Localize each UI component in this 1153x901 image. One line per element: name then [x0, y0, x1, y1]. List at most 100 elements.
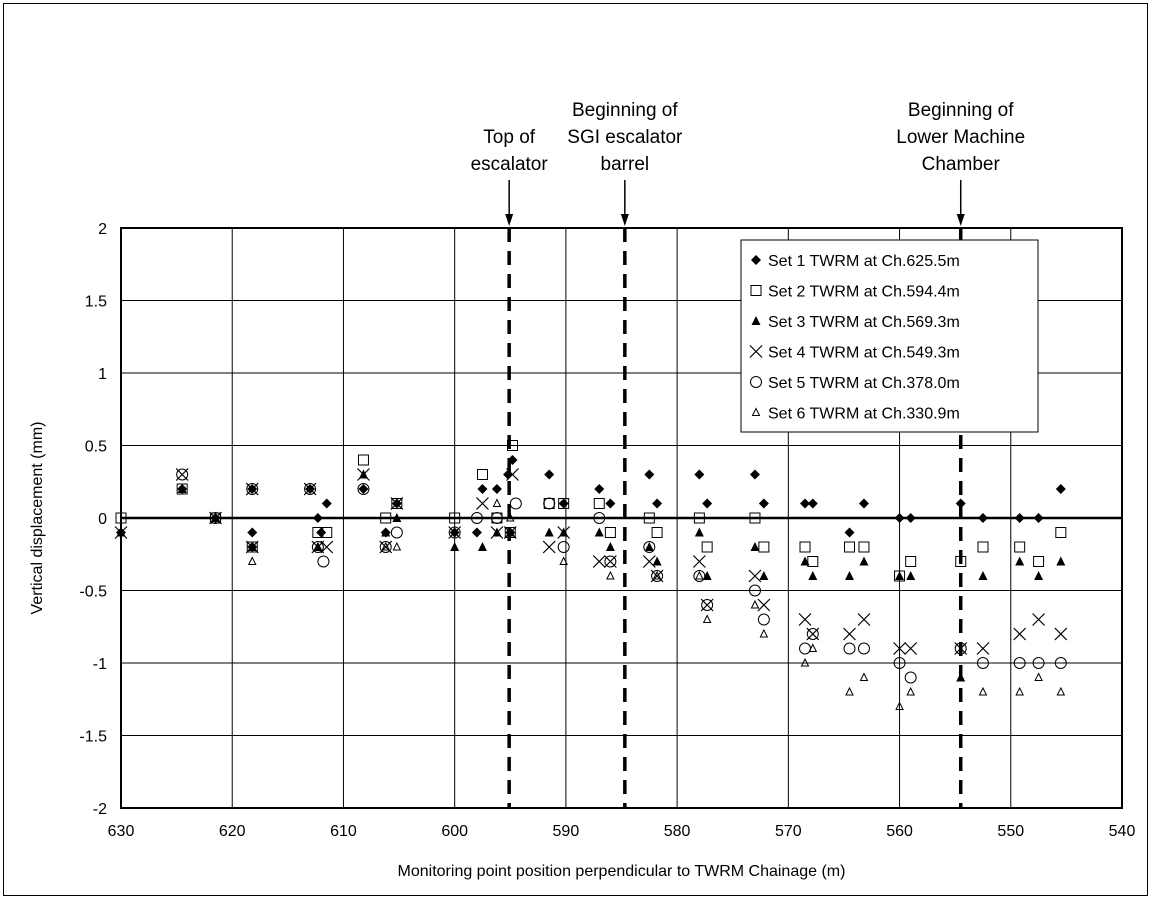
circle-marker	[379, 541, 392, 553]
circle-marker	[390, 526, 403, 539]
diamond-marker	[491, 484, 502, 494]
filled-triangle-marker	[605, 542, 615, 551]
circle-marker	[557, 541, 570, 553]
open-triangle-marker	[1034, 672, 1043, 681]
arrow-head	[620, 214, 629, 226]
circle-marker	[1032, 657, 1045, 669]
legend-label: Set 1 TWRM at Ch.625.5m	[768, 253, 960, 270]
diamond-marker	[312, 513, 323, 523]
square-marker	[380, 512, 392, 524]
legend-entry: Set 4 TWRM at Ch.549.3m	[749, 345, 960, 362]
legend-label: Set 4 TWRM at Ch.549.3m	[768, 345, 960, 362]
x-marker	[114, 526, 128, 539]
x-marker	[1013, 627, 1027, 641]
annotation-text: Top of	[483, 127, 535, 148]
open-triangle-marker	[505, 512, 515, 522]
filled-triangle-marker	[544, 527, 554, 537]
square-marker	[357, 454, 369, 466]
square-marker	[1033, 556, 1045, 567]
legend-label: Set 5 TWRM at Ch.378.0m	[768, 375, 960, 392]
annotation-text: Chamber	[922, 154, 1001, 175]
square-marker	[507, 440, 519, 451]
series-2	[115, 440, 1067, 582]
filled-triangle-marker	[800, 556, 810, 566]
square-marker	[750, 285, 762, 296]
square-marker	[1055, 527, 1067, 538]
circle-marker	[176, 468, 189, 481]
square-marker	[312, 527, 324, 538]
open-triangle-marker	[895, 701, 904, 710]
circle-marker	[311, 541, 324, 553]
x-tick-label: 620	[219, 823, 246, 840]
diamond-marker	[844, 527, 855, 538]
circle-marker	[543, 497, 556, 510]
circle-marker	[304, 483, 317, 495]
open-triangle-marker	[652, 570, 662, 580]
open-triangle-marker	[247, 556, 257, 565]
y-tick-label: -0.5	[79, 584, 107, 601]
diamond-marker	[594, 484, 605, 494]
circle-marker	[1054, 657, 1067, 669]
square-marker	[558, 498, 570, 509]
x-marker	[798, 613, 812, 626]
x-marker	[692, 555, 706, 568]
x-marker	[757, 598, 771, 612]
circle-marker	[593, 512, 606, 524]
diamond-marker	[558, 498, 569, 509]
circle-marker	[954, 642, 967, 655]
diamond-marker	[321, 498, 332, 509]
diamond-marker	[1014, 513, 1025, 523]
filled-triangle-marker	[1056, 556, 1066, 566]
x-marker	[557, 526, 571, 539]
square-marker	[858, 541, 870, 553]
square-marker	[905, 556, 917, 567]
circle-marker	[643, 541, 656, 553]
square-marker	[799, 541, 811, 553]
x-marker	[390, 497, 404, 510]
diamond-marker	[758, 498, 769, 509]
circle-marker	[843, 642, 856, 655]
circle-marker	[209, 512, 222, 524]
square-marker	[693, 512, 705, 524]
circle-marker	[701, 599, 714, 611]
annotation-text: SGI escalator	[567, 127, 683, 148]
x-tick-label: 600	[441, 823, 468, 840]
filled-triangle-marker	[759, 571, 769, 580]
legend-label: Set 6 TWRM at Ch.330.9m	[768, 406, 960, 423]
open-triangle-marker	[606, 570, 615, 580]
circle-marker	[757, 613, 770, 626]
square-marker	[593, 498, 605, 509]
circle-marker	[750, 376, 762, 388]
filled-triangle-marker	[177, 484, 187, 493]
diamond-marker	[751, 255, 761, 265]
circle-marker	[470, 512, 483, 524]
diamond-marker	[477, 484, 488, 494]
diamond-marker	[800, 498, 811, 509]
filled-triangle-marker	[381, 527, 391, 537]
x-tick-label: 610	[330, 823, 357, 840]
diamond-marker	[894, 513, 905, 523]
diamond-marker	[1033, 513, 1044, 523]
x-tick-label: 570	[775, 823, 802, 840]
open-triangle-marker	[906, 686, 915, 696]
legend: Set 1 TWRM at Ch.625.5m Set 2 TWRM at Ch.…	[740, 239, 1039, 433]
diamond-marker	[694, 469, 705, 480]
y-tick-label: -1.5	[79, 729, 107, 746]
open-triangle-marker	[800, 657, 810, 667]
series-6	[247, 498, 1066, 710]
legend-entry: Set 1 TWRM at Ch.625.5m	[751, 253, 960, 270]
open-triangle-marker	[559, 556, 568, 565]
annotation-text: Lower Machine	[896, 127, 1025, 148]
x-marker	[506, 468, 519, 481]
arrow-head	[956, 214, 965, 226]
series-4	[114, 468, 1068, 655]
filled-triangle-marker	[477, 542, 487, 551]
square-marker	[807, 556, 819, 567]
diamond-marker	[471, 527, 482, 538]
open-triangle-marker	[845, 686, 854, 696]
x-tick-label: 630	[108, 823, 135, 840]
diamond-marker	[503, 469, 514, 480]
open-triangle-marker	[695, 570, 704, 580]
circle-marker	[693, 570, 706, 582]
